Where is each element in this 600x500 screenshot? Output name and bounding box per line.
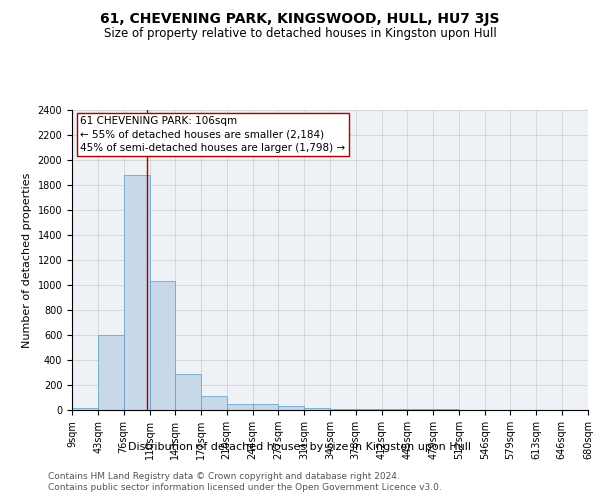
Bar xyxy=(227,404,253,410)
Text: Contains public sector information licensed under the Open Government Licence v3: Contains public sector information licen… xyxy=(48,483,442,492)
Bar xyxy=(278,406,304,410)
Text: Size of property relative to detached houses in Kingston upon Hull: Size of property relative to detached ho… xyxy=(104,28,496,40)
Text: Distribution of detached houses by size in Kingston upon Hull: Distribution of detached houses by size … xyxy=(128,442,472,452)
Bar xyxy=(72,408,98,410)
Bar xyxy=(253,404,278,410)
Bar xyxy=(175,374,201,410)
Bar xyxy=(201,396,227,410)
Bar xyxy=(98,335,124,410)
Text: 61, CHEVENING PARK, KINGSWOOD, HULL, HU7 3JS: 61, CHEVENING PARK, KINGSWOOD, HULL, HU7… xyxy=(100,12,500,26)
Text: Contains HM Land Registry data © Crown copyright and database right 2024.: Contains HM Land Registry data © Crown c… xyxy=(48,472,400,481)
Y-axis label: Number of detached properties: Number of detached properties xyxy=(22,172,32,348)
Bar xyxy=(356,409,382,410)
Bar xyxy=(331,409,356,410)
Bar xyxy=(124,175,149,410)
Bar xyxy=(304,408,331,410)
Bar xyxy=(382,409,407,410)
Text: 61 CHEVENING PARK: 106sqm
← 55% of detached houses are smaller (2,184)
45% of se: 61 CHEVENING PARK: 106sqm ← 55% of detac… xyxy=(80,116,346,152)
Bar xyxy=(149,281,175,410)
